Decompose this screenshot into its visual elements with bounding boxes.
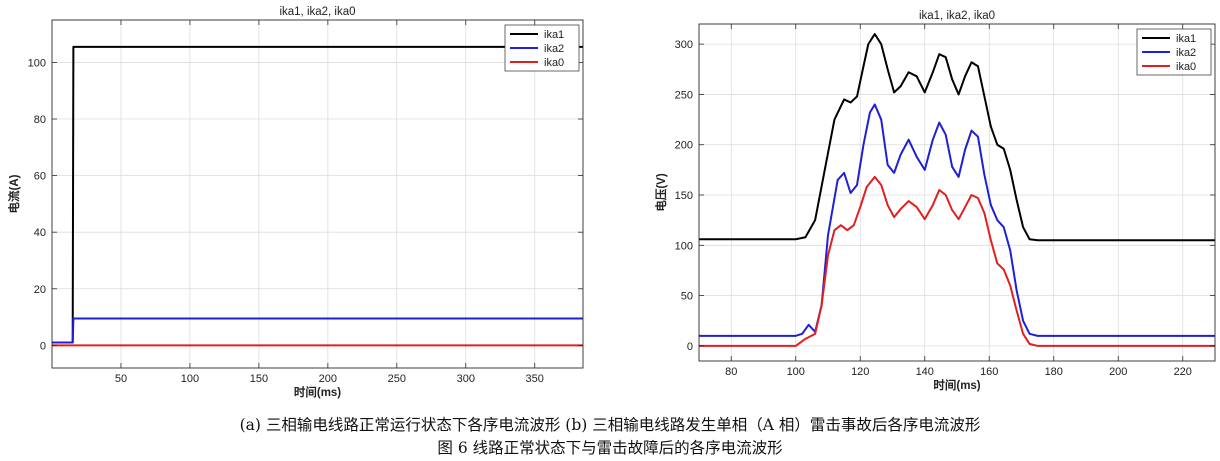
x-tick-label: 160 <box>980 366 998 378</box>
legend: ika1 ika2 ika0 <box>1136 28 1212 76</box>
series-line-ika0 <box>699 175 1215 347</box>
y-axis-label: 电流(A) <box>7 174 21 213</box>
legend-label-ika0: ika0 <box>1176 61 1196 73</box>
x-tick-label: 250 <box>388 373 406 385</box>
y-tick-label: 0 <box>40 340 46 352</box>
legend-label-ika1: ika1 <box>1176 33 1196 45</box>
x-tick-label: 50 <box>115 373 127 385</box>
x-tick-label: 220 <box>1174 366 1192 378</box>
chart-title: ika1, ika2, ika0 <box>279 6 355 18</box>
x-tick-label: 120 <box>851 366 869 378</box>
axes-frame <box>51 19 584 369</box>
series-line-ika2 <box>52 317 583 344</box>
x-axis-label: 时间(ms) <box>294 385 341 399</box>
x-axis-label: 时间(ms) <box>933 378 980 392</box>
chart-a: 50 100 150 200 250 300 350 0 20 40 60 80 100 ika1, ik… <box>7 6 584 399</box>
x-tick-label: 140 <box>916 366 934 378</box>
y-tick-label: 50 <box>681 291 693 303</box>
series-line-ika1 <box>699 33 1215 242</box>
x-tick-label: 80 <box>725 366 737 378</box>
y-tick-label: 100 <box>28 57 46 69</box>
x-tick-label: 180 <box>1045 366 1063 378</box>
figure-caption: 图 6 线路正常状态下与雷击故障后的各序电流波形 <box>437 439 783 457</box>
y-tick-label: 200 <box>675 140 693 152</box>
y-tick-label: 300 <box>675 39 693 51</box>
x-tick-label: 150 <box>250 373 268 385</box>
y-tick-label: 40 <box>34 227 46 239</box>
x-tick-label: 100 <box>181 373 199 385</box>
axes-frame <box>698 23 1216 362</box>
y-axis-label: 电压(V) <box>654 173 668 211</box>
x-tick-label: 100 <box>787 366 805 378</box>
legend: ika1 ika2 ika0 <box>504 24 580 72</box>
y-tick-label: 20 <box>34 284 46 296</box>
y-tick-label: 150 <box>675 190 693 202</box>
x-tick-label: 200 <box>319 373 337 385</box>
legend-label-ika1: ika1 <box>544 29 564 41</box>
series-line-ika2 <box>699 103 1215 337</box>
y-tick-label: 60 <box>34 171 46 183</box>
y-tick-label: 250 <box>675 89 693 101</box>
plot-area <box>699 24 1215 361</box>
plot-area <box>52 20 583 368</box>
y-tick-label: 0 <box>687 341 693 353</box>
x-tick-label: 350 <box>526 373 544 385</box>
subfigure-captions: (a) 三相输电线路正常运行状态下各序电流波形 (b) 三相输电线路发生单相（A… <box>239 416 981 434</box>
legend-label-ika2: ika2 <box>544 43 564 55</box>
legend-label-ika0: ika0 <box>544 57 564 69</box>
x-tick-label: 200 <box>1109 366 1127 378</box>
chart-b: 80 100 120 140 160 180 200 220 0 50 100 150 200 250 30… <box>654 10 1216 392</box>
x-tick-label: 300 <box>457 373 475 385</box>
chart-title: ika1, ika2, ika0 <box>919 10 995 22</box>
y-tick-label: 100 <box>675 240 693 252</box>
y-tick-label: 80 <box>34 114 46 126</box>
legend-label-ika2: ika2 <box>1176 47 1196 59</box>
